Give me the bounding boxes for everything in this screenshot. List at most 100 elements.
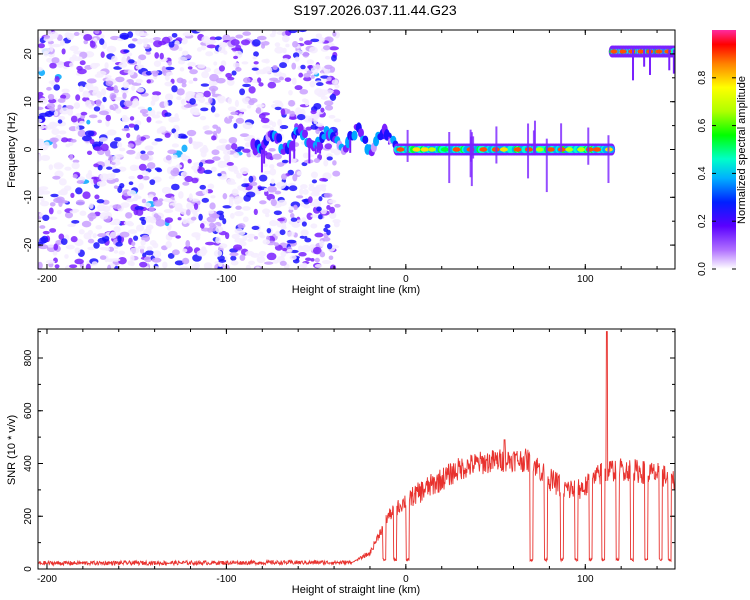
noise-blob [93, 242, 100, 249]
noise-blob [251, 67, 259, 71]
noise-blob [96, 199, 105, 204]
noise-blob [188, 137, 193, 145]
noise-blob [83, 33, 93, 41]
noise-blob [110, 172, 116, 179]
noise-blob [229, 212, 235, 219]
noise-blob [105, 114, 112, 122]
noise-blob [51, 57, 60, 64]
noise-blob [269, 168, 277, 176]
noise-blob [258, 231, 264, 238]
noise-blob [280, 108, 286, 116]
noise-blob [276, 181, 287, 190]
spectrogram-marks [38, 30, 675, 269]
noise-blob [146, 246, 153, 251]
noise-blob [105, 75, 112, 79]
noise-blob [110, 155, 121, 163]
noise-blob [54, 264, 60, 269]
noise-blob [251, 225, 260, 231]
noise-blob [288, 89, 293, 96]
noise-blob [196, 30, 207, 33]
noise-blob [165, 66, 175, 71]
noise-blob [218, 45, 226, 54]
noise-blob [81, 220, 92, 228]
onset-blob [302, 129, 309, 139]
noise-blob [112, 204, 122, 210]
noise-blob [138, 182, 144, 190]
noise-blob [175, 235, 181, 239]
noise-blob [262, 208, 271, 215]
noise-blob [315, 122, 324, 127]
noise-blob [167, 149, 177, 155]
noise-blob [119, 99, 126, 108]
noise-blob [88, 202, 94, 209]
snr-panel: -200 -100 0 100 0 200 400 600 800 [23, 328, 676, 585]
noise-blob [301, 98, 308, 103]
noise-blob [323, 89, 334, 94]
noise-blob [38, 261, 43, 269]
bottom-ytick-label: 200 [23, 507, 34, 524]
noise-blob [230, 255, 237, 261]
noise-blob [99, 212, 109, 220]
noise-blob [86, 78, 97, 84]
bottom-xtick-label: 100 [577, 574, 594, 585]
noise-blob [149, 216, 157, 224]
noise-blob [98, 137, 108, 142]
noise-blob [209, 202, 216, 210]
noise-blob [151, 94, 160, 102]
carrier-streak [587, 127, 590, 165]
onset-blob [357, 128, 364, 138]
noise-blob [51, 43, 62, 48]
noise-blob [198, 161, 204, 168]
carrier-streak [469, 129, 472, 178]
noise-blob [171, 85, 178, 93]
noise-blob [151, 257, 162, 263]
noise-blob [49, 216, 58, 220]
noise-blob [139, 261, 148, 268]
noise-blob [303, 72, 311, 78]
colorbar-tick-label: 0.8 [697, 70, 708, 84]
noise-blob [64, 166, 72, 171]
noise-blob [228, 115, 234, 120]
carrier-streak [532, 130, 535, 154]
noise-blob [233, 169, 240, 175]
noise-blob [67, 108, 74, 116]
noise-blob [104, 159, 111, 166]
bottom-y-axis-label: SNR (10 * v/v) [6, 415, 18, 485]
noise-blob [216, 145, 226, 151]
noise-blob [40, 154, 51, 161]
noise-blob [215, 77, 226, 84]
noise-blob [312, 69, 319, 75]
noise-blob [301, 244, 311, 253]
noise-blob [222, 34, 231, 42]
noise-blob [256, 35, 267, 41]
noise-blob [53, 110, 59, 116]
noise-blob [136, 134, 141, 142]
noise-blob [229, 252, 239, 257]
noise-blob [179, 67, 185, 72]
noise-blob [191, 165, 199, 171]
noise-blob [175, 164, 183, 169]
noise-blob [70, 236, 78, 243]
alias-streak [649, 49, 652, 75]
noise-blob [146, 150, 154, 156]
noise-blob [140, 239, 146, 246]
noise-blob [261, 43, 266, 49]
noise-blob [114, 177, 119, 183]
noise-blob [93, 146, 103, 152]
noise-blob [137, 245, 146, 250]
noise-blob [218, 65, 225, 72]
noise-blob [113, 226, 121, 233]
noise-blob [43, 35, 50, 39]
noise-blob [49, 228, 57, 233]
noise-blob [176, 96, 182, 101]
noise-blob [106, 86, 116, 91]
noise-blob [318, 196, 323, 202]
noise-blob [307, 196, 313, 204]
noise-blob [262, 239, 271, 245]
noise-blob [334, 84, 340, 89]
noise-blob [290, 217, 298, 222]
noise-blob [59, 39, 65, 46]
noise-blob [266, 252, 277, 261]
noise-blob [200, 83, 210, 87]
noise-blob [168, 41, 175, 48]
